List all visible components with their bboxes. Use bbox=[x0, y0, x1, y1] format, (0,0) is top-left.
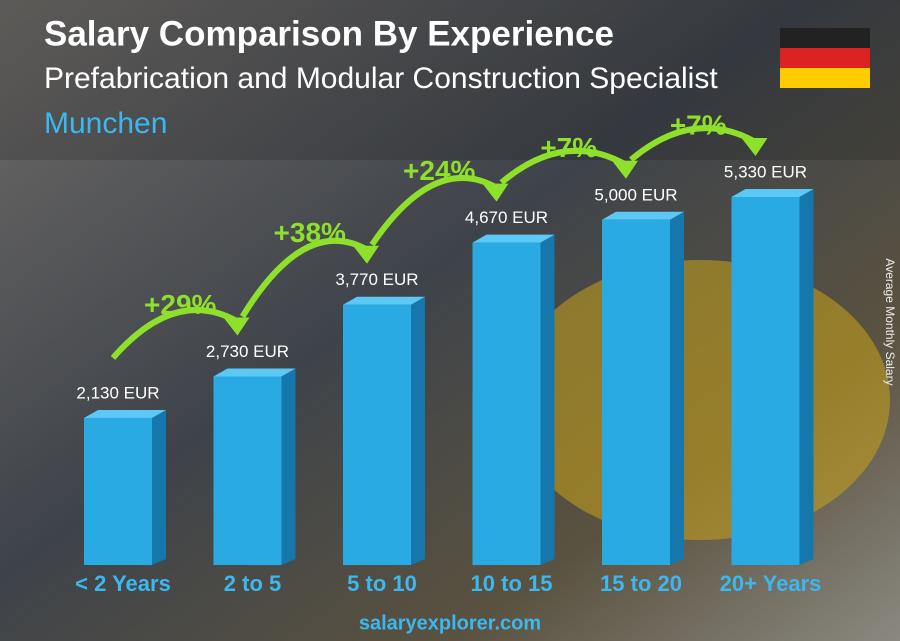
change-label: +29% bbox=[144, 289, 216, 320]
flag bbox=[780, 28, 870, 88]
bar-top bbox=[472, 234, 555, 243]
bar-side bbox=[281, 368, 296, 565]
bar-side bbox=[670, 211, 684, 565]
bar bbox=[213, 376, 282, 565]
x-tick-label: < 2 Years bbox=[75, 571, 171, 596]
change-arrowhead bbox=[482, 183, 509, 202]
change-label: +24% bbox=[403, 155, 475, 186]
change-label: +7% bbox=[670, 109, 727, 140]
value-label: 2,130 EUR bbox=[76, 383, 159, 402]
value-label: 5,000 EUR bbox=[594, 185, 677, 204]
change-arrow bbox=[629, 125, 757, 163]
value-label: 5,330 EUR bbox=[724, 162, 807, 181]
bar-side bbox=[152, 409, 166, 565]
change-arrow bbox=[239, 237, 369, 319]
bar bbox=[731, 197, 800, 565]
bar bbox=[602, 219, 670, 565]
bar-top bbox=[84, 409, 166, 418]
bar-side bbox=[411, 296, 425, 565]
y-axis-label: Average Monthly Salary bbox=[883, 258, 897, 385]
header-shade bbox=[0, 0, 900, 160]
bar-side bbox=[799, 189, 814, 565]
value-label: 2,730 EUR bbox=[206, 342, 289, 361]
change-arrowhead bbox=[353, 245, 379, 264]
x-tick-label: 5 to 10 bbox=[347, 571, 417, 596]
x-tick-label: 20+ Years bbox=[720, 571, 822, 596]
change-label: +38% bbox=[274, 217, 346, 248]
bar-top bbox=[213, 368, 296, 377]
value-label: 4,670 EUR bbox=[465, 208, 548, 227]
change-arrow bbox=[499, 147, 628, 185]
bar bbox=[472, 242, 541, 565]
x-tick-label: 10 to 15 bbox=[471, 571, 553, 596]
change-arrowhead bbox=[741, 138, 768, 156]
bar bbox=[343, 304, 411, 565]
chart-title: Salary Comparison By Experience bbox=[44, 14, 614, 53]
chart-subtitle: Prefabrication and Modular Construction … bbox=[44, 62, 718, 95]
bar-top bbox=[602, 211, 684, 220]
x-tick-label: 15 to 20 bbox=[600, 571, 682, 596]
change-label: +7% bbox=[540, 132, 597, 163]
change-arrowhead bbox=[223, 317, 250, 336]
change-arrowhead bbox=[612, 160, 638, 179]
change-arrow bbox=[110, 307, 239, 360]
bar bbox=[84, 417, 152, 565]
footer: salaryexplorer.com bbox=[359, 612, 541, 634]
value-label: 3,770 EUR bbox=[335, 270, 418, 289]
x-tick-label: 2 to 5 bbox=[224, 571, 281, 596]
change-arrow bbox=[369, 175, 498, 247]
bar-top bbox=[343, 296, 425, 305]
background-helmet bbox=[510, 260, 890, 540]
bar-top bbox=[731, 189, 814, 197]
bar-side bbox=[540, 234, 555, 565]
location: Munchen bbox=[44, 107, 167, 140]
